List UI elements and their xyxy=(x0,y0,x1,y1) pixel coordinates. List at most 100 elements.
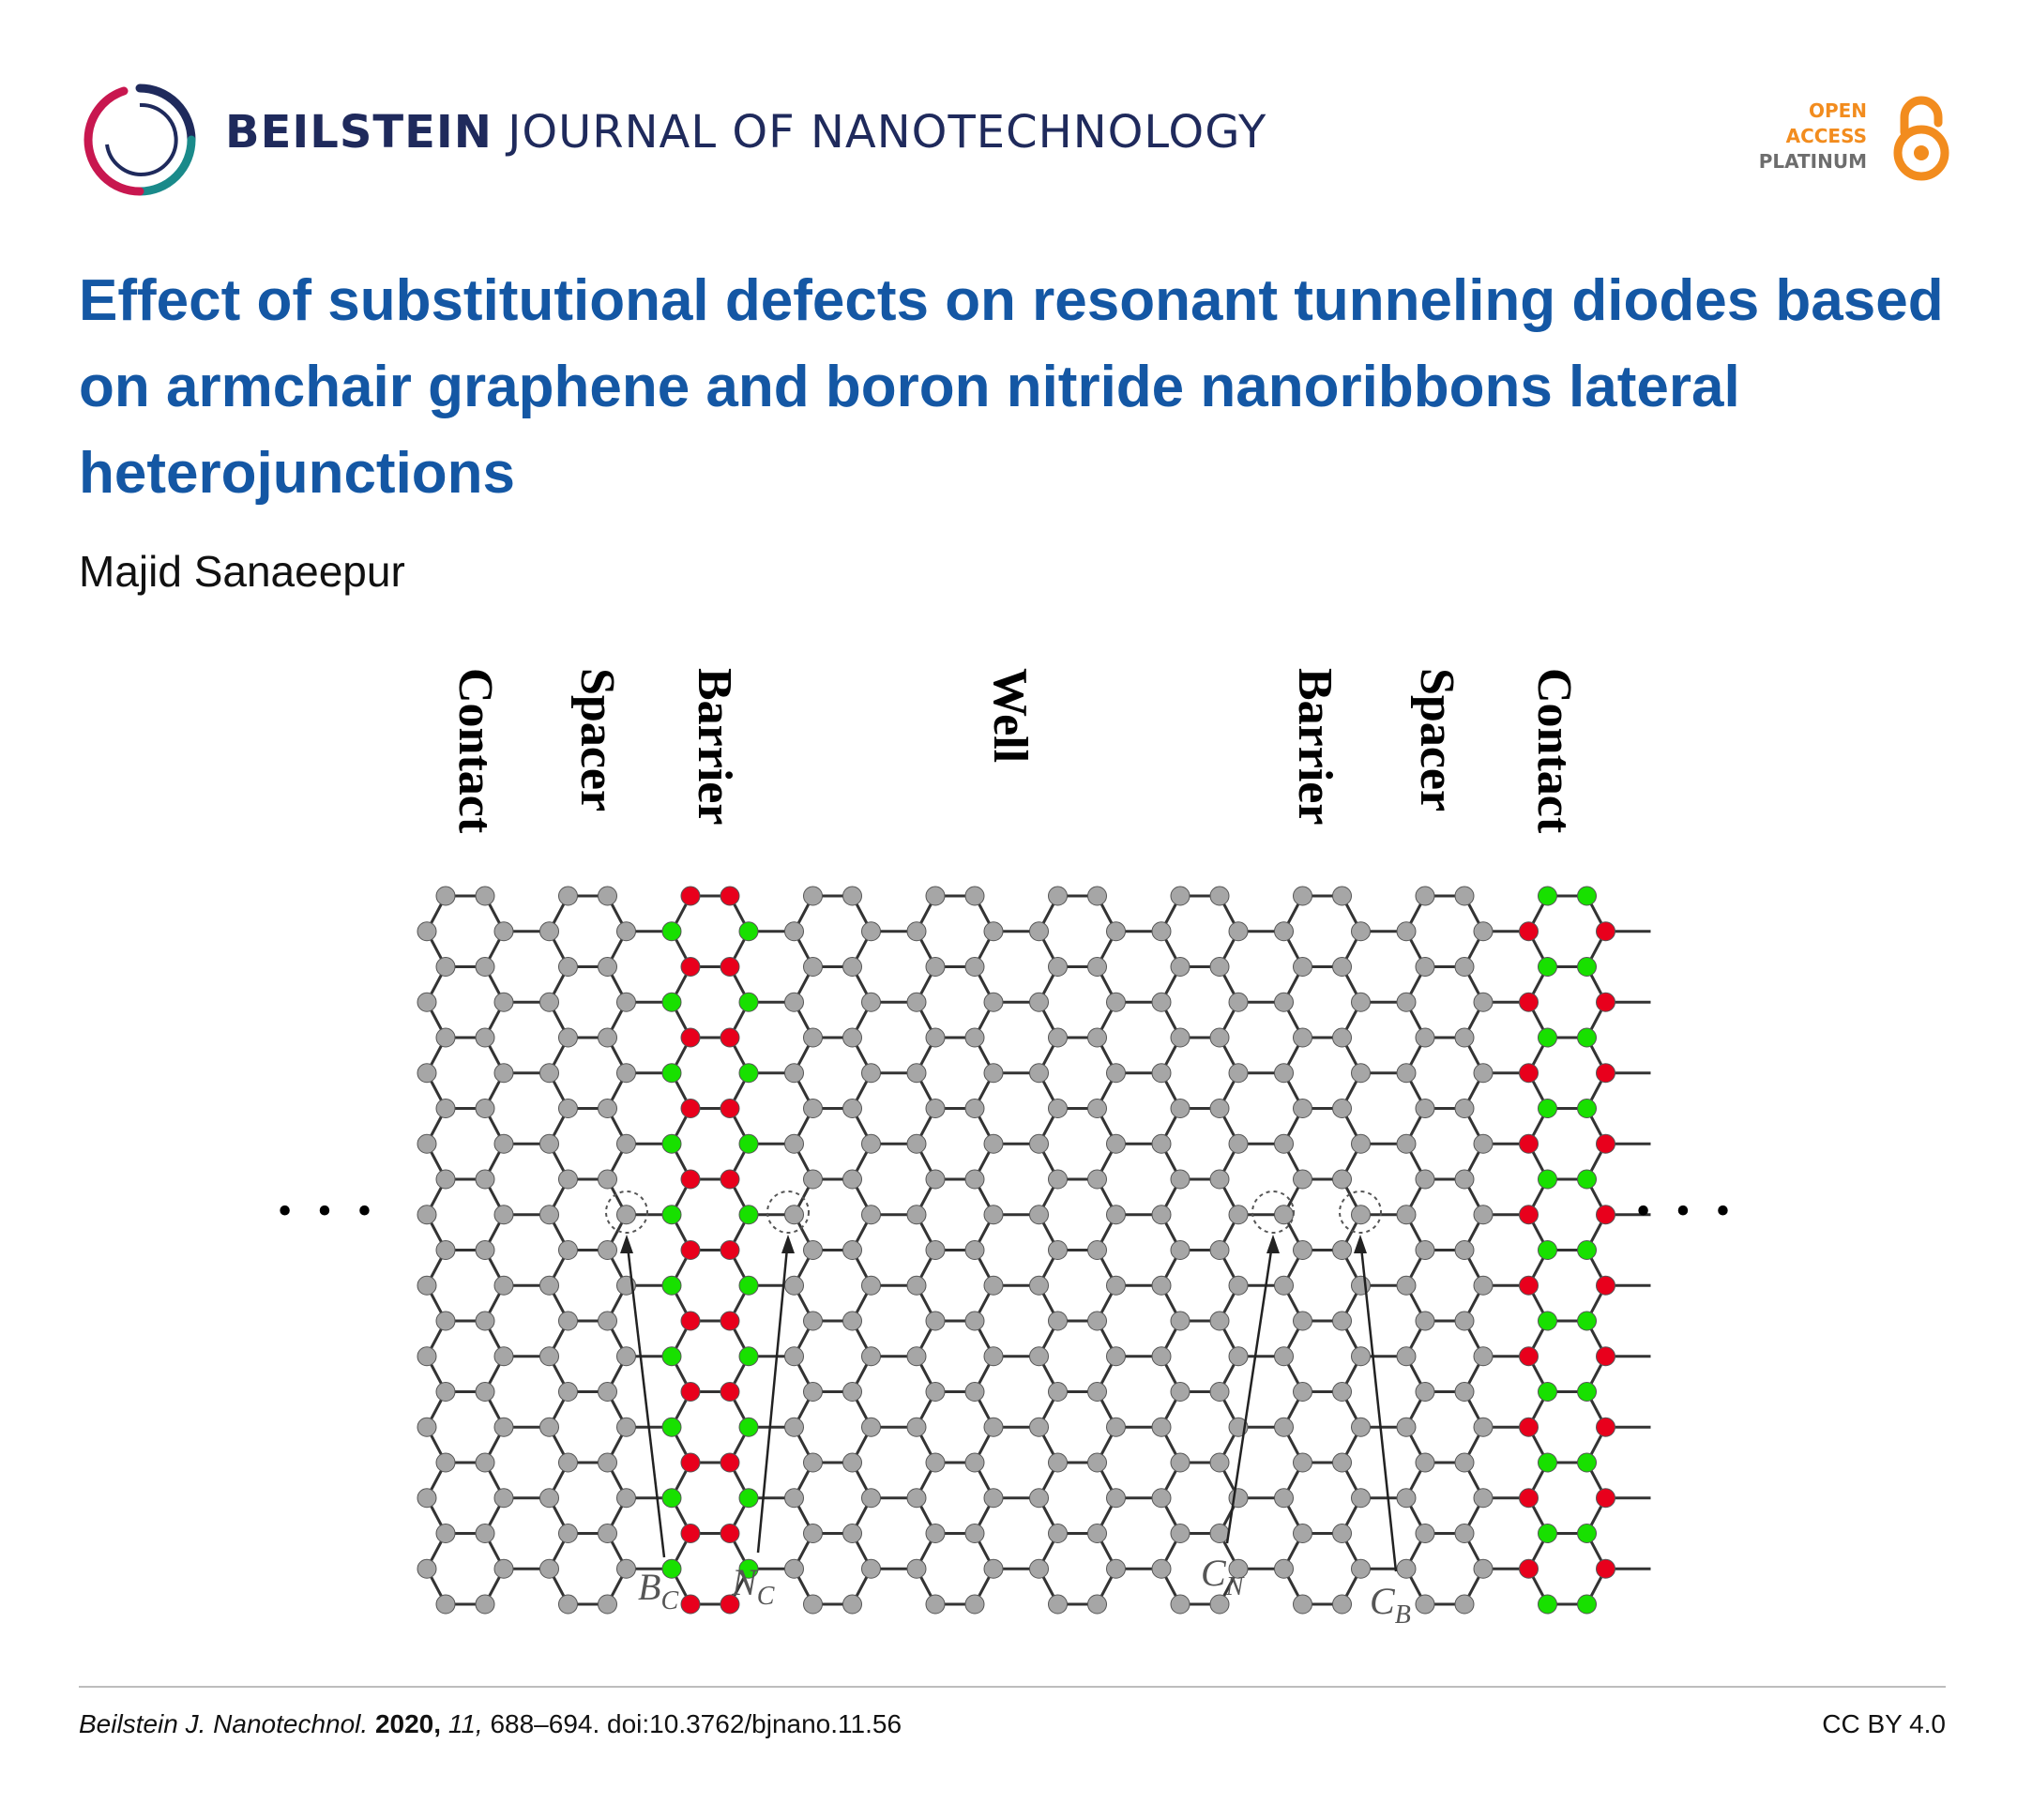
atom xyxy=(738,1488,759,1509)
atom xyxy=(1519,1558,1539,1579)
atom xyxy=(906,1558,927,1579)
atom xyxy=(720,1240,740,1260)
atom xyxy=(1538,1027,1557,1048)
atom xyxy=(738,992,759,1012)
atom xyxy=(925,1452,946,1473)
region-label-well: Well xyxy=(983,668,1037,763)
atom xyxy=(1454,1311,1475,1331)
atom xyxy=(842,1027,862,1048)
atom xyxy=(417,1275,437,1296)
atom xyxy=(1396,992,1417,1012)
atom xyxy=(539,1417,559,1437)
atom xyxy=(661,1205,682,1225)
oa-platinum-label: PLATINUM xyxy=(1758,150,1867,173)
defect-label: BC xyxy=(638,1566,678,1615)
atom xyxy=(1538,1169,1557,1190)
atom xyxy=(1454,1099,1475,1118)
atom xyxy=(720,1594,740,1615)
atom xyxy=(925,1382,946,1402)
atom xyxy=(558,1169,578,1190)
atom xyxy=(983,1417,1004,1437)
atom xyxy=(1228,1205,1249,1225)
atom xyxy=(1170,1311,1190,1331)
atom xyxy=(475,1027,495,1048)
atom xyxy=(1596,1205,1615,1225)
atom xyxy=(784,921,804,942)
atom xyxy=(861,1346,881,1367)
atom xyxy=(1538,1524,1557,1543)
atom xyxy=(417,1488,437,1509)
atom xyxy=(1538,1311,1557,1331)
atom xyxy=(1415,886,1435,906)
atom xyxy=(906,1133,927,1154)
atom xyxy=(435,1452,456,1473)
atom xyxy=(784,1133,804,1154)
atom xyxy=(1454,957,1475,977)
atom xyxy=(1170,886,1190,906)
atom xyxy=(1473,921,1494,942)
atom xyxy=(1228,1275,1249,1296)
atom xyxy=(1151,1133,1172,1154)
atom xyxy=(680,957,701,977)
atom xyxy=(1351,1275,1371,1296)
open-lock-icon xyxy=(1893,96,1949,181)
atom xyxy=(1596,1133,1615,1154)
atom xyxy=(1293,1027,1312,1048)
atom xyxy=(1293,1382,1312,1402)
beilstein-logo-icon xyxy=(83,83,196,196)
atom xyxy=(1106,1063,1126,1084)
atom xyxy=(1170,957,1190,977)
atom xyxy=(661,992,682,1012)
atom xyxy=(1519,1488,1539,1509)
atom xyxy=(1519,1346,1539,1367)
atom xyxy=(598,1524,617,1543)
atom xyxy=(1596,1063,1615,1084)
atom xyxy=(803,886,823,906)
atom xyxy=(983,921,1004,942)
atom xyxy=(983,1275,1004,1296)
atom xyxy=(1170,1382,1190,1402)
atom xyxy=(1151,1346,1172,1367)
atom xyxy=(680,1594,701,1615)
atom xyxy=(1454,1382,1475,1402)
atom xyxy=(842,1382,862,1402)
atom xyxy=(720,1524,740,1543)
atom xyxy=(1029,921,1049,942)
atom xyxy=(738,1558,759,1579)
atom xyxy=(661,1063,682,1084)
defect-marker xyxy=(1339,1191,1382,1234)
atom xyxy=(435,886,456,906)
atom xyxy=(1415,1027,1435,1048)
atom xyxy=(598,1311,617,1331)
atom xyxy=(1415,957,1435,977)
atom xyxy=(616,921,636,942)
atom xyxy=(539,1205,559,1225)
atom xyxy=(842,1452,862,1473)
atom xyxy=(1293,1099,1312,1118)
atom xyxy=(475,1452,495,1473)
atom xyxy=(1170,1240,1190,1260)
atom xyxy=(1151,1063,1172,1084)
atom xyxy=(906,1346,927,1367)
atom xyxy=(1596,1417,1615,1437)
atom xyxy=(598,1452,617,1473)
atom xyxy=(1087,1169,1107,1190)
atom xyxy=(493,1133,514,1154)
atom xyxy=(1293,1452,1312,1473)
atom xyxy=(1209,1169,1230,1190)
region-label-spacer: Spacer xyxy=(1410,668,1463,811)
atom xyxy=(1087,1594,1107,1615)
atom xyxy=(1087,957,1107,977)
atom xyxy=(1415,1524,1435,1543)
atom xyxy=(861,1558,881,1579)
atom xyxy=(1048,1099,1068,1118)
atom xyxy=(983,1488,1004,1509)
atom xyxy=(616,1205,636,1225)
atom xyxy=(1519,1133,1539,1154)
atom xyxy=(1293,1594,1312,1615)
atom xyxy=(1106,1558,1126,1579)
atom xyxy=(598,886,617,906)
atom xyxy=(680,1169,701,1190)
atom xyxy=(1274,1133,1294,1154)
atom xyxy=(598,1027,617,1048)
